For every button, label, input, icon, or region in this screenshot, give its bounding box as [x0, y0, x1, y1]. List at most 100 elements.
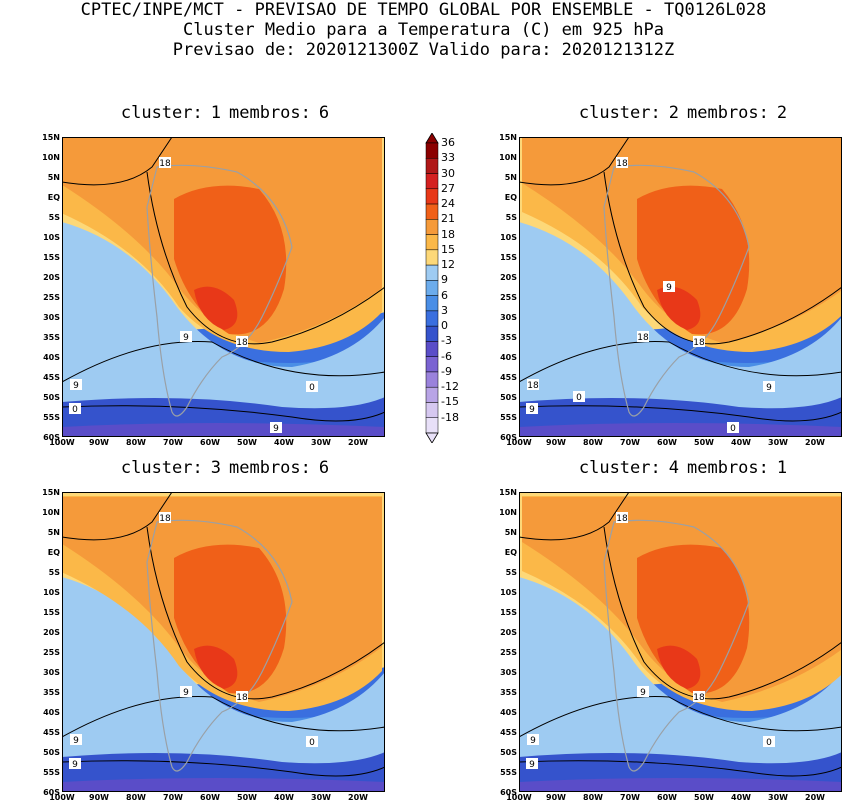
colorbar-swatch: [425, 219, 439, 235]
svg-text:18: 18: [693, 338, 705, 348]
x-tick-label: 70W: [163, 438, 183, 447]
colorbar-swatch: [425, 249, 439, 266]
x-tick-label: 90W: [89, 793, 109, 802]
contour-label: 9: [270, 422, 282, 434]
colorbar-label: 12: [441, 258, 455, 272]
svg-text:9: 9: [530, 736, 536, 746]
colorbar-swatch: [425, 295, 439, 312]
y-tick-label: 10S: [43, 233, 60, 242]
y-tick-label: 10N: [499, 153, 517, 162]
svg-text:9: 9: [766, 383, 772, 393]
x-tick-label: 40W: [274, 793, 294, 802]
colorbar-swatch: [425, 203, 439, 220]
contour-label: 0: [69, 403, 81, 415]
colorbar-label: -6: [441, 349, 452, 363]
svg-text:0: 0: [72, 405, 78, 415]
x-tick-label: 60W: [200, 438, 220, 447]
colorbar-swatch: [425, 280, 439, 296]
colorbar-label: 9: [441, 273, 448, 287]
panel-title: cluster: 1 membros: 6: [75, 103, 375, 123]
temperature-map-panel: 18 18 9 9 0 0 9: [62, 137, 385, 437]
membros-number: 1: [776, 458, 788, 478]
svg-text:18: 18: [236, 338, 248, 348]
colorbar-label: -15: [441, 395, 459, 409]
colorbar-label: 0: [441, 319, 448, 333]
y-tick-label: 35S: [500, 333, 517, 342]
colorbar-label: 24: [441, 197, 455, 211]
colorbar-label: -12: [441, 380, 459, 394]
svg-text:0: 0: [309, 383, 315, 393]
y-tick-label: 5S: [48, 213, 60, 222]
y-tick-label: 60S: [43, 433, 60, 442]
cluster-label: cluster:: [578, 458, 661, 478]
y-tick-label: 50S: [43, 393, 60, 402]
membros-number: 2: [776, 103, 788, 123]
y-tick-label: 15N: [499, 133, 517, 142]
y-tick-label: 50S: [500, 748, 517, 757]
svg-text:9: 9: [529, 760, 535, 770]
header-line-3: Previsao de: 2020121300Z Valido para: 20…: [172, 40, 675, 60]
x-tick-label: 20W: [805, 438, 825, 447]
x-tick-label: 50W: [237, 793, 257, 802]
contour-label: 9: [663, 281, 675, 293]
y-tick-label: 10S: [43, 588, 60, 597]
header-line-1: CPTEC/INPE/MCT - PREVISAO DE TEMPO GLOBA…: [80, 0, 767, 20]
colorbar-swatch: [425, 325, 439, 342]
contour-label: 9: [70, 734, 82, 746]
y-tick-label: 20S: [43, 628, 60, 637]
colorbar-label: -3: [441, 334, 452, 348]
y-tick-label: 15N: [42, 488, 60, 497]
x-tick-label: 20W: [805, 793, 825, 802]
colorbar-swatch: [425, 386, 439, 403]
colorbar-swatch: [425, 264, 439, 281]
colorbar-label: -9: [441, 364, 452, 378]
contour-label: 9: [69, 758, 81, 770]
y-tick-label: 55S: [43, 768, 60, 777]
temperature-map-panel: 18 18 9 9 0 9: [519, 492, 842, 792]
colorbar-label: 21: [441, 212, 455, 226]
panel-title: cluster: 4 membros: 1: [533, 458, 833, 478]
svg-text:9: 9: [529, 405, 535, 415]
header-line-2: Cluster Medio para a Temperatura (C) em …: [182, 20, 665, 40]
y-tick-label: 10N: [499, 508, 517, 517]
y-tick-label: 45S: [43, 728, 60, 737]
temperature-map-panel: 18 18 18 18 9 9 0 0 9: [519, 137, 842, 437]
x-tick-label: 30W: [768, 793, 788, 802]
y-tick-label: 25S: [500, 648, 517, 657]
contour-label: 0: [763, 736, 775, 748]
y-tick-label: 30S: [500, 668, 517, 677]
y-tick-label: 30S: [500, 313, 517, 322]
colorbar-label: 36: [441, 136, 455, 149]
x-tick-label: 30W: [311, 793, 331, 802]
cluster-label: cluster:: [578, 103, 661, 123]
y-tick-label: 5S: [48, 568, 60, 577]
y-tick-label: 60S: [500, 433, 517, 442]
membros-label: membros:: [687, 458, 769, 478]
contour-label: 9: [526, 403, 538, 415]
x-tick-label: 70W: [620, 438, 640, 447]
colorbar-swatch: [425, 371, 439, 388]
colorbar-swatch: [425, 234, 439, 251]
colorbar-label: 27: [441, 181, 455, 195]
contour-label: 18: [693, 691, 705, 703]
y-tick-label: 55S: [43, 413, 60, 422]
y-tick-label: 40S: [43, 708, 60, 717]
y-tick-label: 45S: [500, 728, 517, 737]
y-tick-label: 30S: [43, 668, 60, 677]
y-tick-label: 20S: [500, 273, 517, 282]
contour-label: 18: [159, 157, 171, 169]
colorbar-swatch: [425, 417, 439, 434]
x-tick-label: 80W: [583, 793, 603, 802]
y-tick-label: 25S: [43, 648, 60, 657]
colorbar-label: 15: [441, 242, 455, 256]
svg-text:9: 9: [72, 760, 78, 770]
y-tick-label: 50S: [500, 393, 517, 402]
x-tick-label: 60W: [657, 793, 677, 802]
contour-label: 0: [727, 422, 739, 434]
colorbar-swatch: [425, 310, 439, 327]
colorbar-label: 3: [441, 303, 448, 317]
svg-text:0: 0: [730, 424, 736, 434]
x-tick-label: 50W: [694, 438, 714, 447]
x-tick-label: 20W: [348, 438, 368, 447]
y-tick-label: 15S: [43, 253, 60, 262]
